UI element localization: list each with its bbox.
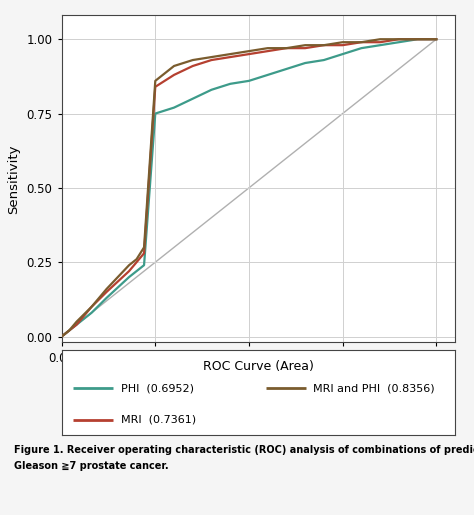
Text: MRI and PHI  (0.8356): MRI and PHI (0.8356): [313, 384, 435, 393]
Text: Gleason ≧7 prostate cancer.: Gleason ≧7 prostate cancer.: [14, 461, 169, 471]
Text: ROC Curve (Area): ROC Curve (Area): [203, 360, 314, 373]
Text: MRI  (0.7361): MRI (0.7361): [120, 415, 196, 425]
Text: PHI  (0.6952): PHI (0.6952): [120, 384, 194, 393]
Text: Figure 1. Receiver operating characteristic (ROC) analysis of combinations of pr: Figure 1. Receiver operating characteris…: [14, 445, 474, 455]
Y-axis label: Sensitivity: Sensitivity: [7, 144, 19, 214]
X-axis label: 1 - Specificity: 1 - Specificity: [213, 371, 304, 384]
